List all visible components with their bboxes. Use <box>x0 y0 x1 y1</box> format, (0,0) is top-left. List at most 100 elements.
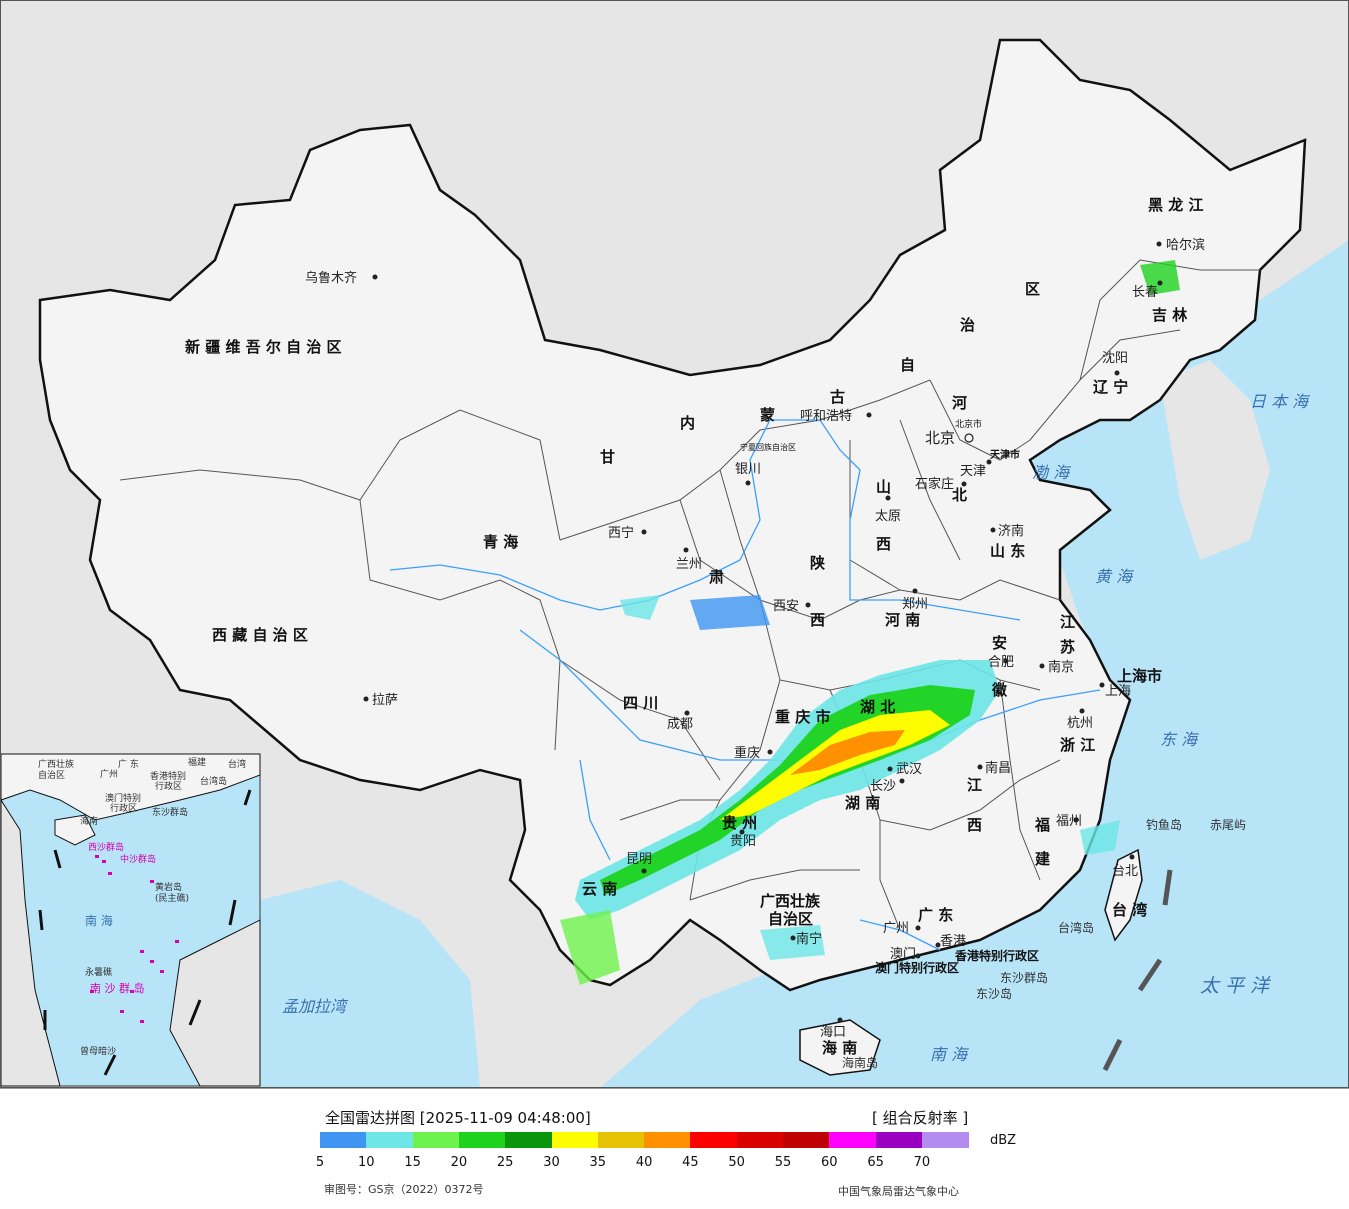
legend-label: 70 <box>913 1155 931 1170</box>
label-xinjiang: 新 疆 维 吾 尔 自 治 区 <box>185 338 342 356</box>
city-urumqi: 乌鲁木齐 <box>305 270 357 286</box>
city-tianjin: 天津 <box>960 464 986 479</box>
island-dongshadao: 东沙岛 <box>976 986 1012 1001</box>
city-guiyang: 贵阳 <box>730 834 756 849</box>
island-chiweiyu: 赤尾屿 <box>1210 818 1246 832</box>
province-labels: 新 疆 维 吾 尔 自 治 区 西 藏 自 治 区 青 海 甘 内 蒙 古 自 … <box>185 196 1203 1057</box>
legend-swatch <box>875 1132 923 1148</box>
sea-japan-korea <box>1160 360 1270 560</box>
city-dots <box>363 241 1163 1023</box>
city-taibei: 台北 <box>1112 864 1138 879</box>
south-china-sea-inset: 广西壮族 自治区 广 东 福建 台湾 广州 香港特别 行政区 澳门特别 行政区 … <box>0 753 261 1087</box>
legend-label: 5 <box>315 1155 325 1170</box>
label-neimenggu-2: 蒙 <box>760 406 775 424</box>
legend-swatch <box>366 1132 414 1148</box>
label-beijing-city: 北京市 <box>955 418 982 430</box>
legend-label: 40 <box>635 1155 653 1170</box>
label-ningxia: 宁夏回族自治区 <box>740 442 796 452</box>
label-shaanxi-2: 西 <box>810 611 825 629</box>
inset-zizhiqu: 自治区 <box>38 769 65 781</box>
sea-area <box>600 240 1349 1088</box>
legend-swatch <box>736 1132 784 1148</box>
label-guizhou: 贵 州 <box>722 814 757 832</box>
sea-bohai: 渤 海 <box>1032 463 1071 482</box>
city-zhengzhou: 郑州 <box>902 597 928 612</box>
legend-label: 15 <box>404 1155 421 1170</box>
label-anhui-1: 安 <box>992 634 1007 652</box>
legend-label: 65 <box>867 1155 884 1170</box>
city-beijing: 北京 <box>925 429 955 447</box>
city-hefei: 合肥 <box>988 655 1014 670</box>
inset-xisha: 西沙群岛 <box>88 841 124 853</box>
label-macao-sar: 澳门特别行政区 <box>875 960 959 975</box>
inset-nansha: 南 沙 群 岛 <box>90 981 145 995</box>
inset-hk-2: 行政区 <box>155 780 182 792</box>
sea-labels: 渤 海 黄 海 东 海 南 海 太 平 洋 日 本 海 孟加拉湾 <box>282 392 1310 1064</box>
label-jiangsu-2: 苏 <box>1060 638 1075 656</box>
legend-label: 50 <box>728 1155 745 1170</box>
label-henan: 河 南 <box>885 611 920 629</box>
legend-label: 25 <box>496 1155 514 1170</box>
hainan-island <box>799 1019 881 1076</box>
label-neimenggu-1: 内 <box>680 414 695 432</box>
label-shanxi-2: 西 <box>876 535 891 553</box>
inset-minzhu: (民主礁) <box>155 892 189 904</box>
city-guangzhou: 广州 <box>883 921 909 936</box>
label-guangxi-1: 广西壮族 <box>760 892 821 910</box>
label-sichuan: 四 川 <box>623 694 658 712</box>
legend-swatch <box>320 1132 367 1148</box>
label-gansu: 甘 <box>600 448 615 466</box>
dash-line <box>1102 869 1173 1072</box>
label-guangxi-2: 自治区 <box>768 910 813 928</box>
city-wuhan: 武汉 <box>896 762 922 777</box>
legend-label: 30 <box>543 1155 560 1170</box>
label-zhejiang: 浙 江 <box>1060 736 1095 754</box>
city-lanzhou: 兰州 <box>676 557 702 572</box>
legend-label: 20 <box>450 1155 468 1170</box>
sea-huanghai: 黄 海 <box>1095 567 1134 586</box>
label-neimenggu-4: 自 <box>900 356 915 374</box>
inset-guangdong: 广 东 <box>118 758 139 770</box>
label-taiwan: 台 湾 <box>1112 901 1147 919</box>
inset-hainan: 海南 <box>80 815 98 827</box>
legend-swatch <box>783 1132 830 1148</box>
label-hk-sar: 香港特别行政区 <box>954 948 1039 963</box>
city-haikou: 海口 <box>820 1025 846 1040</box>
label-liaoning: 辽 宁 <box>1093 378 1128 396</box>
legend-swatch <box>412 1132 460 1148</box>
label-anhui-2: 徽 <box>991 681 1008 699</box>
island-diaoyudao: 钓鱼岛 <box>1146 817 1182 832</box>
city-fuzhou: 福州 <box>1056 814 1082 829</box>
legend-footer: 全国雷达拼图 [2025-11-09 04:48:00] [ 组合反射率 ] 审… <box>0 1088 1349 1209</box>
inset-macao-2: 行政区 <box>110 802 137 814</box>
sea-taipingyang: 太 平 洋 <box>1200 975 1271 997</box>
city-nanjing: 南京 <box>1048 659 1074 675</box>
city-xining: 西宁 <box>608 525 634 541</box>
inset-yongshu: 永暑礁 <box>85 966 112 978</box>
radar-echoes <box>560 260 1180 985</box>
label-jilin: 吉 林 <box>1152 306 1188 324</box>
label-hebei-2: 北 <box>952 486 967 504</box>
label-heilongjiang: 黑 龙 江 <box>1148 196 1203 214</box>
inset-guangxi: 广西壮族 <box>38 758 74 770</box>
label-yunnan: 云 南 <box>582 880 617 898</box>
province-boundaries <box>119 259 1260 931</box>
label-shanxi-1: 山 <box>876 478 891 496</box>
label-jiangxi-1: 江 <box>967 776 982 794</box>
legend-label: 60 <box>821 1155 838 1170</box>
inset-zengmu: 曾母暗沙 <box>80 1045 116 1057</box>
legend-swatch <box>644 1132 691 1148</box>
sea-nanhai: 南 海 <box>930 1045 969 1064</box>
island-taiwandao: 台湾岛 <box>1058 920 1094 935</box>
city-shanghai: 上海 <box>1105 684 1131 699</box>
inset-fujian: 福建 <box>188 756 206 768</box>
inset-macao: 澳门特别 <box>105 792 141 804</box>
footer-title: 全国雷达拼图 [2025-11-09 04:48:00] <box>325 1109 591 1127</box>
label-hunan: 湖 南 <box>845 794 880 812</box>
city-chengdu: 成都 <box>667 717 693 732</box>
label-shandong: 山 东 <box>990 542 1025 560</box>
city-macao: 澳门 <box>890 946 916 962</box>
label-chongqing: 重 庆 市 <box>775 708 830 726</box>
label-neimenggu-5: 治 <box>960 316 975 334</box>
city-taiyuan: 太原 <box>875 509 901 524</box>
